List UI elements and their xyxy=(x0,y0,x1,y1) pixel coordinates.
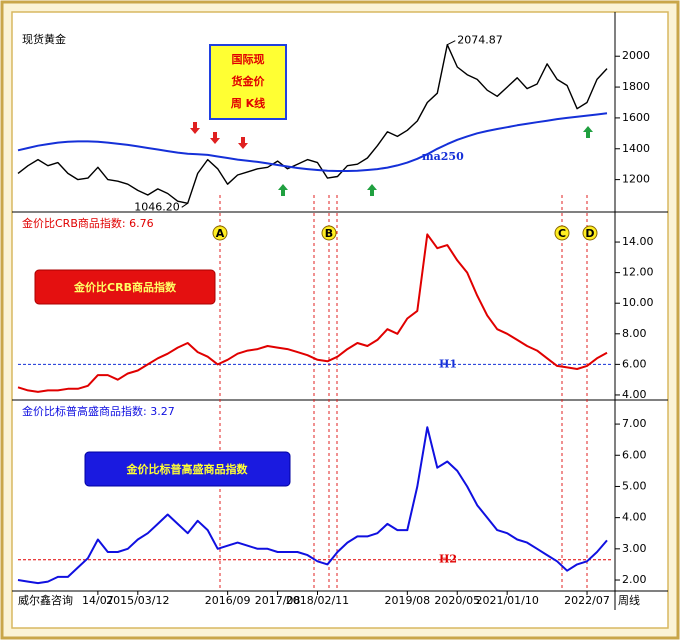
y-tick-label: 2.00 xyxy=(622,573,647,586)
series-line xyxy=(17,233,608,393)
panel-title: 现货黄金 xyxy=(22,32,66,46)
y-tick-label: 6.00 xyxy=(622,448,647,461)
watermark: 威尔鑫咨询 xyxy=(18,593,73,607)
x-tick-label: 2017/08 xyxy=(255,594,301,607)
y-tick-label: 5.00 xyxy=(622,479,647,492)
y-tick-label: 3.00 xyxy=(622,542,647,555)
panel-box xyxy=(34,269,216,305)
event-marker xyxy=(582,225,598,241)
x-tick-label: 2020/05 xyxy=(434,594,480,607)
y-tick-label: 1400 xyxy=(622,142,650,155)
series-label: ma250 xyxy=(422,150,464,163)
y-tick-label: 4.00 xyxy=(622,388,647,401)
x-tick-label: 2016/09 xyxy=(205,594,251,607)
event-marker xyxy=(212,225,228,241)
panel-box-text: 金价比标普高盛商品指数 xyxy=(126,462,249,476)
event-marker-label: B xyxy=(325,227,333,240)
x-tick-label: 2022/07 xyxy=(564,594,610,607)
plot-background xyxy=(11,11,669,629)
down-arrow xyxy=(190,122,200,134)
x-tick-label: 2018/02/11 xyxy=(286,594,349,607)
min-label: 1046.20 xyxy=(134,200,180,213)
x-tick-label: 2021/01/10 xyxy=(475,594,538,607)
x-tick-label: 2015/03/12 xyxy=(106,594,169,607)
y-tick-label: 6.00 xyxy=(622,357,647,370)
period-label: 周线 xyxy=(618,593,640,607)
y-tick-label: 1200 xyxy=(622,173,650,186)
up-arrow xyxy=(278,184,288,196)
y-tick-label: 7.00 xyxy=(622,417,647,430)
panel-box-text: 金价比CRB商品指数 xyxy=(73,280,177,294)
event-marker xyxy=(554,225,570,241)
x-tick-label: 2019/08 xyxy=(384,594,430,607)
series-line xyxy=(17,44,608,204)
title-box-text: 周 K线 xyxy=(231,96,265,110)
reference-label: H1 xyxy=(439,357,457,370)
y-tick-label: 4.00 xyxy=(622,511,647,524)
event-marker-label: A xyxy=(216,227,225,240)
panel-title: 金价比CRB商品指数: 6.76 xyxy=(22,216,154,230)
y-tick-label: 14.00 xyxy=(622,235,654,248)
down-arrow xyxy=(238,137,248,149)
title-box-text: 国际现 xyxy=(232,52,265,66)
max-label: 2074.87 xyxy=(457,34,503,47)
series-line xyxy=(17,112,608,172)
y-tick-label: 8.00 xyxy=(622,327,647,340)
annotation-leader xyxy=(447,40,456,46)
panel-title: 金价比标普高盛商品指数: 3.27 xyxy=(22,404,175,418)
title-box xyxy=(209,44,287,120)
series-line xyxy=(17,426,608,585)
annotation-leader xyxy=(181,202,188,208)
y-tick-label: 10.00 xyxy=(622,296,654,309)
down-arrow xyxy=(210,132,220,144)
panel-box xyxy=(84,451,291,487)
title-box-text: 货金价 xyxy=(231,74,266,88)
y-tick-label: 1800 xyxy=(622,80,650,93)
y-tick-label: 1600 xyxy=(622,111,650,124)
up-arrow xyxy=(583,126,593,138)
event-marker xyxy=(321,225,337,241)
y-tick-label: 12.00 xyxy=(622,266,654,279)
y-tick-label: 2000 xyxy=(622,49,650,62)
up-arrow xyxy=(367,184,377,196)
x-tick-label: 14/07 xyxy=(82,594,114,607)
event-marker-label: C xyxy=(558,227,566,240)
reference-label: H2 xyxy=(439,553,457,566)
event-marker-label: D xyxy=(585,227,594,240)
